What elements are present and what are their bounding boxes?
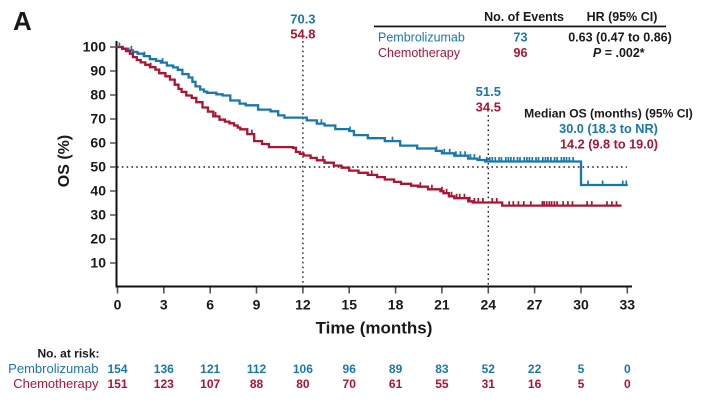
svg-text:54.8: 54.8 (290, 26, 315, 41)
svg-text:50: 50 (90, 159, 106, 175)
svg-text:12: 12 (295, 297, 311, 313)
svg-text:96: 96 (343, 362, 357, 376)
svg-text:0: 0 (114, 297, 122, 313)
svg-text:27: 27 (527, 297, 543, 313)
svg-text:55: 55 (435, 377, 449, 391)
svg-text:33: 33 (620, 297, 636, 313)
svg-text:123: 123 (154, 377, 174, 391)
svg-text:0: 0 (624, 377, 631, 391)
svg-text:Pembrolizumab: Pembrolizumab (8, 361, 98, 376)
svg-text:100: 100 (83, 39, 107, 55)
svg-text:No. at risk:: No. at risk: (38, 347, 100, 361)
svg-text:0.63 (0.47 to 0.86): 0.63 (0.47 to 0.86) (568, 31, 672, 45)
svg-text:80: 80 (90, 87, 106, 103)
svg-text:121: 121 (200, 362, 220, 376)
svg-text:Chemotherapy: Chemotherapy (13, 376, 99, 391)
svg-text:60: 60 (90, 135, 106, 151)
svg-text:0: 0 (624, 362, 631, 376)
svg-text:16: 16 (528, 377, 542, 391)
svg-text:31: 31 (482, 377, 496, 391)
svg-text:10: 10 (90, 255, 106, 271)
svg-text:5: 5 (578, 362, 585, 376)
svg-text:Pembrolizumab: Pembrolizumab (378, 31, 465, 45)
svg-text:70: 70 (343, 377, 357, 391)
svg-text:Time (months): Time (months) (316, 319, 433, 338)
svg-text:106: 106 (293, 362, 313, 376)
svg-text:151: 151 (107, 377, 127, 391)
svg-text:51.5: 51.5 (476, 84, 501, 99)
svg-text:89: 89 (389, 362, 403, 376)
svg-text:3: 3 (160, 297, 168, 313)
svg-text:Median OS (months) (95% CI): Median OS (months) (95% CI) (524, 107, 693, 121)
svg-text:15: 15 (341, 297, 357, 313)
svg-text:136: 136 (154, 362, 174, 376)
svg-text:80: 80 (296, 377, 310, 391)
svg-text:107: 107 (200, 377, 220, 391)
svg-text:6: 6 (206, 297, 214, 313)
svg-text:HR (95% CI): HR (95% CI) (587, 10, 658, 24)
svg-text:24: 24 (481, 297, 497, 313)
svg-text:OS (%): OS (%) (56, 135, 73, 187)
svg-text:14.2 (9.8 to 19.0): 14.2 (9.8 to 19.0) (560, 138, 658, 152)
svg-text:5: 5 (578, 377, 585, 391)
svg-text:40: 40 (90, 183, 106, 199)
svg-text:70.3: 70.3 (290, 12, 315, 27)
svg-text:9: 9 (253, 297, 261, 313)
svg-text:P = .002*: P = .002* (593, 46, 645, 60)
svg-text:34.5: 34.5 (476, 100, 501, 115)
svg-text:A: A (13, 6, 32, 36)
svg-text:30: 30 (90, 207, 106, 223)
svg-text:96: 96 (514, 46, 528, 60)
svg-text:30: 30 (573, 297, 589, 313)
svg-text:18: 18 (388, 297, 404, 313)
svg-text:21: 21 (434, 297, 450, 313)
svg-text:30.0 (18.3 to NR): 30.0 (18.3 to NR) (559, 122, 658, 136)
svg-text:Chemotherapy: Chemotherapy (378, 46, 461, 60)
svg-text:73: 73 (514, 31, 528, 45)
svg-text:90: 90 (90, 63, 106, 79)
svg-text:112: 112 (247, 362, 267, 376)
svg-text:61: 61 (389, 377, 403, 391)
svg-text:70: 70 (90, 111, 106, 127)
svg-text:88: 88 (250, 377, 264, 391)
svg-text:52: 52 (482, 362, 496, 376)
svg-text:83: 83 (435, 362, 449, 376)
svg-text:20: 20 (90, 231, 106, 247)
svg-text:22: 22 (528, 362, 542, 376)
svg-text:No. of Events: No. of Events (484, 10, 564, 24)
svg-text:154: 154 (107, 362, 127, 376)
